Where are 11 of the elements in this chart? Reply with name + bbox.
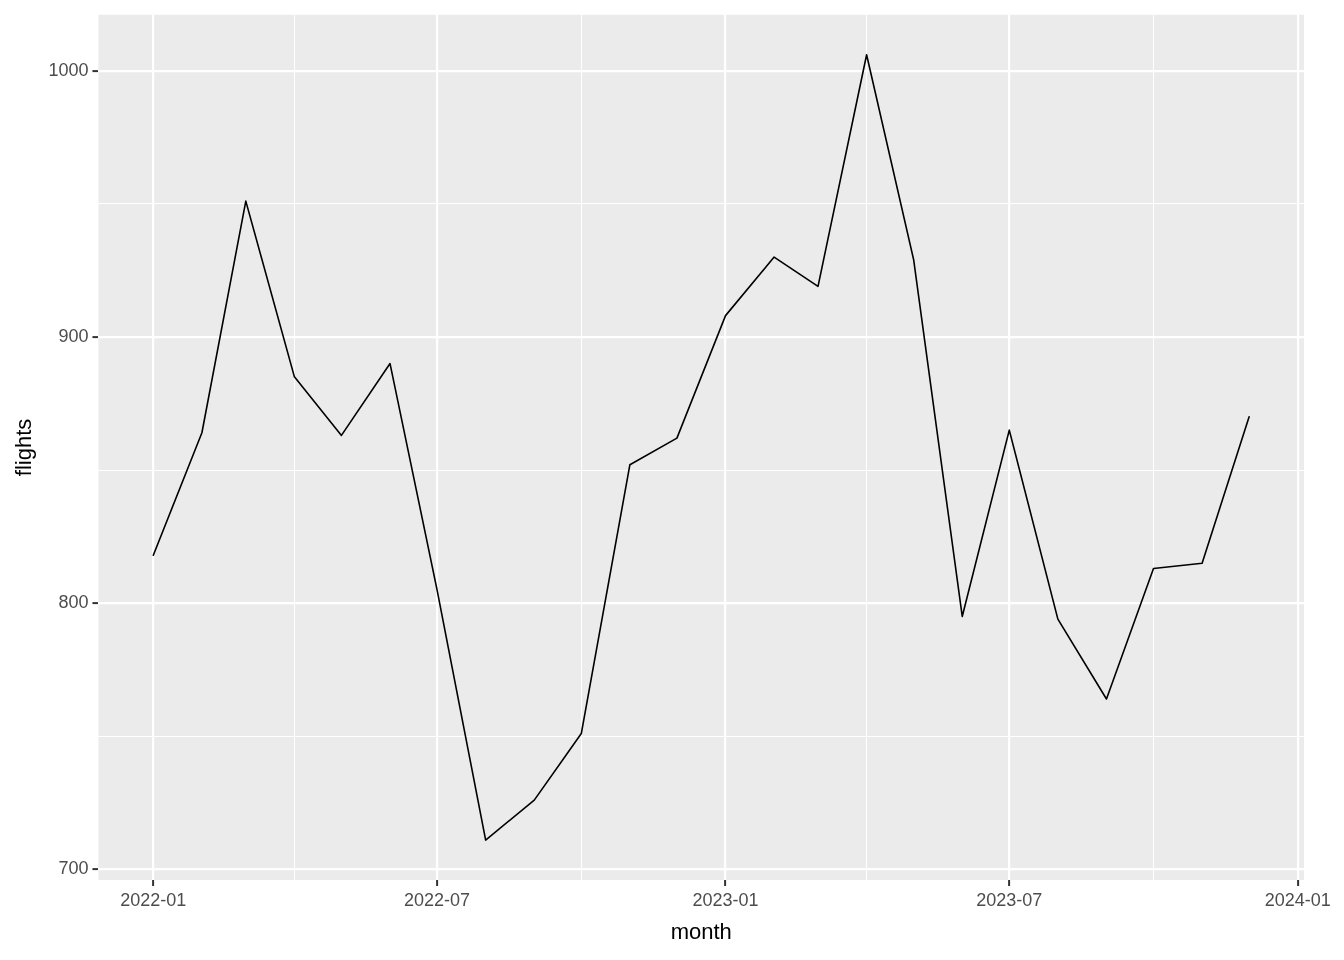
x-tick-label: 2022-01: [120, 889, 187, 910]
y-tick-label: 700: [58, 858, 89, 879]
x-axis-title: month: [670, 918, 732, 944]
x-tick-label: 2023-07: [976, 889, 1043, 910]
y-tick-label: 900: [58, 325, 89, 346]
x-tick-label: 2023-01: [692, 889, 759, 910]
y-axis-title: flights: [11, 418, 37, 477]
x-tick-label: 2022-07: [404, 889, 471, 910]
y-tick-label: 800: [58, 592, 89, 613]
x-tick-label: 2024-01: [1264, 889, 1331, 910]
y-tick-label: 1000: [48, 59, 89, 80]
